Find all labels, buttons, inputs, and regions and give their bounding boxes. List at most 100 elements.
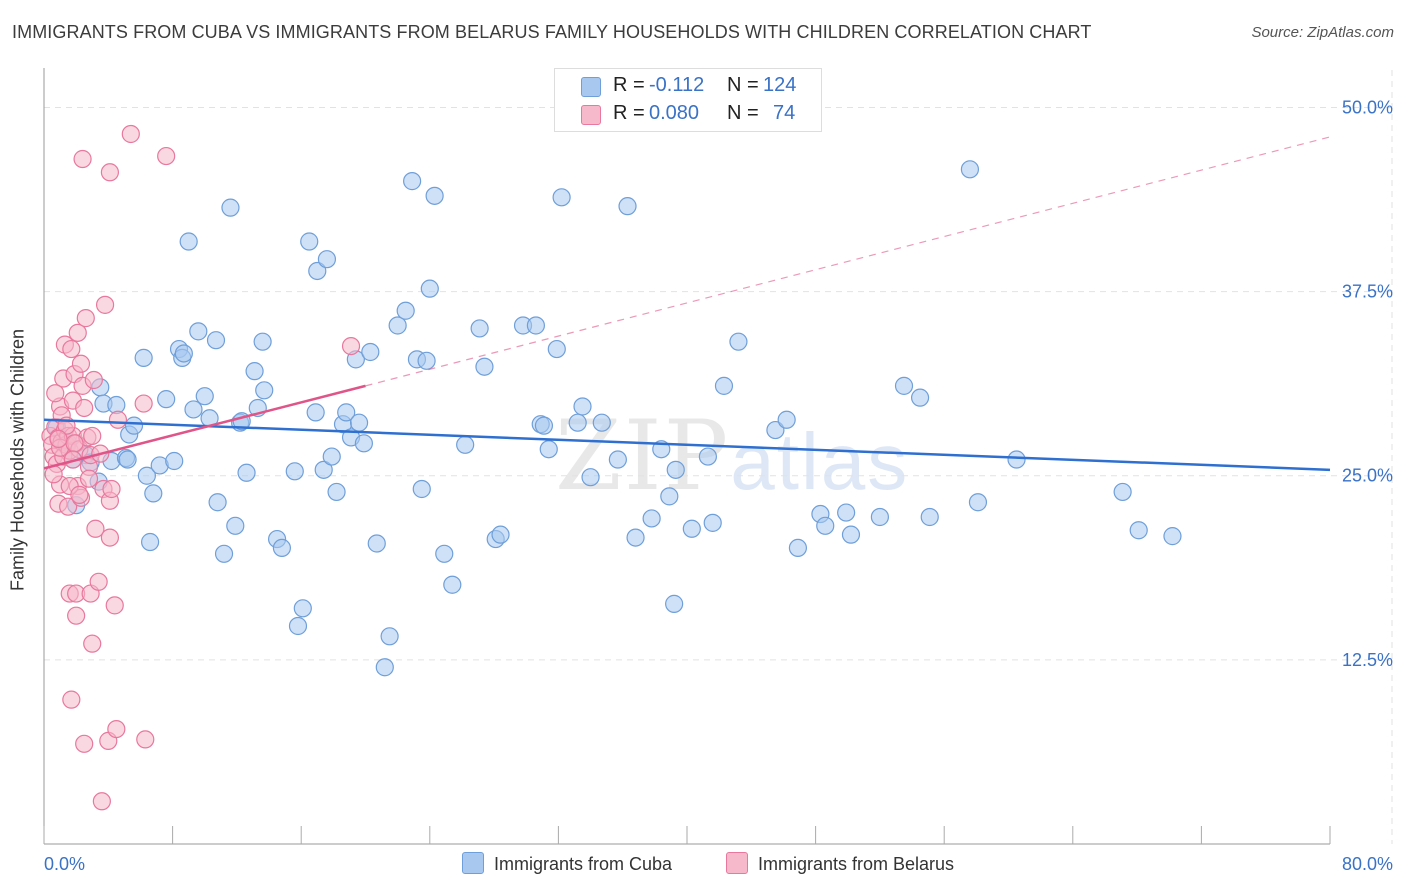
cuba-point	[208, 493, 227, 512]
cuba-point	[491, 525, 510, 544]
cuba-point	[157, 390, 176, 409]
belarus-point	[62, 690, 81, 709]
cuba-point	[552, 188, 571, 207]
belarus-point	[76, 309, 95, 328]
belarus-point	[65, 434, 84, 453]
legend-row-belarus: R = 0.080 N = 74	[555, 99, 821, 129]
cuba-point	[1129, 521, 1148, 540]
bottom-legend-cuba: Immigrants from Cuba	[462, 852, 672, 875]
belarus-point	[95, 295, 115, 314]
belarus-point	[134, 394, 153, 413]
cuba-point	[618, 197, 637, 216]
cuba-point	[300, 232, 319, 251]
cuba-point	[354, 434, 373, 453]
cuba-point	[285, 462, 304, 481]
watermark-atlas: atlas	[730, 417, 910, 506]
cuba-point	[475, 357, 494, 376]
cuba-point	[412, 479, 431, 499]
belarus-point	[62, 339, 81, 359]
belarus-points	[41, 124, 361, 811]
cuba-legend-label: Immigrants from Cuba	[494, 854, 673, 874]
belarus-point	[84, 370, 103, 390]
cuba-point	[665, 594, 684, 613]
cuba-point	[1113, 482, 1132, 502]
cuba-point	[380, 627, 399, 646]
axes	[43, 68, 1331, 845]
cuba-trend-line	[43, 418, 1331, 472]
cuba-point	[841, 525, 861, 544]
belarus-point	[102, 479, 121, 499]
cuba-point	[456, 435, 475, 454]
cuba-point	[314, 460, 333, 479]
cuba-point	[470, 319, 489, 338]
correlation-legend: R = -0.112 N = 124 R = 0.080 N = 74	[554, 68, 822, 132]
cuba-point	[547, 339, 566, 359]
cuba-point	[337, 403, 356, 422]
legend-row-cuba: R = -0.112 N = 124	[555, 71, 821, 101]
tick-labels: 12.5% 25.0% 37.5% 50.0% 0.0% 80.0%	[44, 97, 1393, 874]
belarus-point	[341, 337, 361, 356]
cuba-point	[1163, 527, 1182, 546]
cuba-point	[666, 460, 685, 479]
cuba-point	[118, 450, 137, 469]
cuba-point	[568, 413, 587, 432]
cuba-point	[788, 538, 808, 558]
belarus-point	[70, 485, 89, 504]
cuba-point	[443, 575, 462, 594]
cuba-point	[195, 387, 214, 406]
cuba-point	[425, 186, 444, 205]
cuba-point	[714, 376, 734, 395]
legend-r-label: R =	[613, 102, 645, 124]
belarus-point	[100, 163, 120, 182]
cuba-point	[698, 447, 717, 466]
cuba-point	[327, 482, 346, 502]
y-tick-label: 50.0%	[1342, 97, 1393, 117]
cuba-point	[140, 532, 160, 552]
cuba-point	[293, 599, 312, 618]
cuba-point	[420, 279, 439, 298]
source-label: Source: ZipAtlas.com	[1251, 24, 1394, 41]
belarus-point	[83, 426, 102, 446]
cuba-point	[184, 400, 203, 419]
cuba-point	[534, 416, 554, 435]
cuba-point	[237, 463, 256, 482]
cuba-point	[255, 381, 274, 400]
belarus-point	[75, 398, 94, 418]
belarus-point	[83, 634, 102, 653]
cuba-point	[179, 232, 198, 251]
cuba-point	[608, 450, 627, 469]
belarus-point	[121, 124, 140, 144]
belarus-swatch	[581, 105, 601, 125]
belarus-point	[79, 469, 99, 488]
cuba-point	[375, 658, 394, 677]
cuba-point	[226, 516, 245, 535]
y-tick-label: 37.5%	[1342, 282, 1393, 302]
cuba-point	[626, 528, 645, 547]
legend-r-label: R =	[613, 74, 645, 96]
chart-title: IMMIGRANTS FROM CUBA VS IMMIGRANTS FROM …	[12, 22, 1092, 42]
cuba-point	[894, 376, 914, 395]
cuba-point	[539, 440, 558, 459]
cuba-point	[777, 410, 796, 429]
y-tick-label: 12.5%	[1342, 650, 1393, 670]
legend-n-label: N =	[727, 102, 759, 124]
cuba-point	[174, 344, 193, 363]
y-axis-label: Family Households with Children	[7, 328, 28, 592]
cuba-point	[526, 316, 545, 335]
cuba-point	[816, 516, 835, 535]
belarus-point	[136, 730, 155, 749]
belarus-point	[157, 146, 176, 166]
cuba-point	[1007, 450, 1026, 469]
grid-lines	[44, 70, 1393, 844]
belarus-point	[92, 792, 111, 811]
belarus-point	[89, 572, 108, 591]
cuba-point	[592, 413, 611, 432]
cuba-point	[134, 348, 153, 367]
cuba-points	[47, 160, 1182, 677]
belarus-point	[68, 323, 87, 342]
belarus-point	[73, 149, 92, 169]
cuba-point	[137, 466, 156, 485]
cuba-point	[960, 160, 980, 179]
cuba-point	[573, 397, 592, 416]
